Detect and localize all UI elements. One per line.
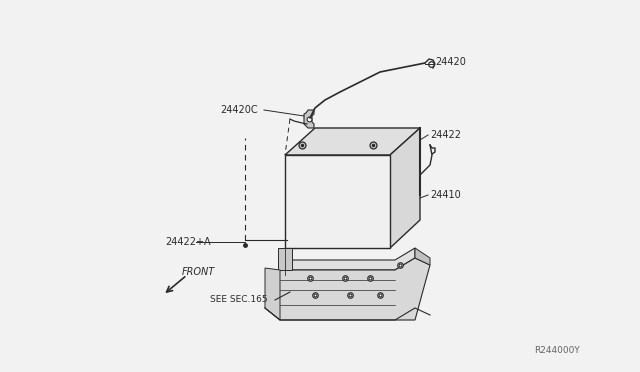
Polygon shape [265,258,430,320]
Polygon shape [265,268,280,320]
Text: SEE SEC.165: SEE SEC.165 [211,295,268,305]
Text: 24420: 24420 [435,57,466,67]
Polygon shape [390,128,420,248]
Text: R244000Y: R244000Y [534,346,580,355]
Polygon shape [285,128,420,155]
Polygon shape [304,110,314,128]
Polygon shape [415,248,430,265]
Polygon shape [278,248,292,270]
Polygon shape [280,248,415,270]
Polygon shape [285,155,390,248]
Text: FRONT: FRONT [182,267,215,277]
Text: 24422+A: 24422+A [165,237,211,247]
Text: 24422: 24422 [430,130,461,140]
Text: 24420C: 24420C [220,105,258,115]
Text: 24410: 24410 [430,190,461,200]
